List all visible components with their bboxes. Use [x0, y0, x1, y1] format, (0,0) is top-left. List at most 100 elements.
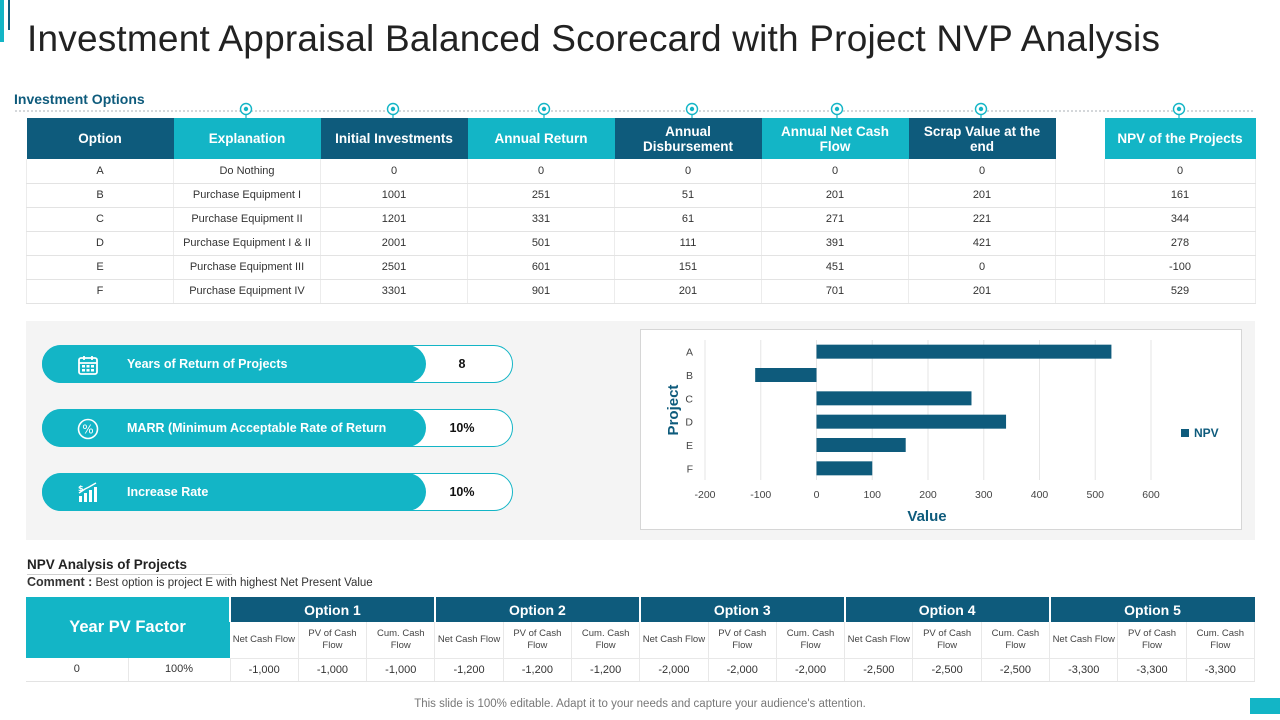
table-row: E Purchase Equipment III 2501 601 151 451 0 -10… [27, 255, 1256, 279]
npv-comment: Comment : Best option is project E with … [27, 575, 373, 589]
table-cell: 201 [762, 183, 909, 207]
section-label-investment-options: Investment Options [14, 91, 145, 107]
table-cell: 1001 [321, 183, 468, 207]
npv-cell: -2,500 [845, 658, 913, 681]
accent-bar [0, 0, 4, 42]
table-cell: 0 [909, 159, 1056, 183]
table-cell: C [27, 207, 174, 231]
table-cell: 601 [468, 255, 615, 279]
npv-cell: -1,200 [435, 658, 503, 681]
table-cell: 0 [321, 159, 468, 183]
x-tick-label: 100 [863, 489, 881, 501]
npv-subheader: PV of Cash Flow [913, 622, 981, 658]
kpi-label: MARR (Minimum Acceptable Rate of Return [127, 421, 386, 435]
kpi-value: 10% [427, 421, 497, 435]
table-cell: 251 [468, 183, 615, 207]
npv-cell: -2,000 [640, 658, 708, 681]
bar-e [817, 438, 906, 452]
corner-accent [1250, 698, 1280, 714]
options-column-header: Option [27, 118, 174, 159]
kpi-increase-rate: $ Increase Rate 10% [42, 473, 513, 511]
kpi-label: Increase Rate [127, 485, 208, 499]
table-cell: 331 [468, 207, 615, 231]
npv-subheader: PV of Cash Flow [708, 622, 776, 658]
options-column-header: Scrap Value at the end [909, 118, 1056, 159]
table-cell [1056, 207, 1105, 231]
npv-option-header: Option 5 [1050, 597, 1255, 622]
npv-subheader: Net Cash Flow [640, 622, 708, 658]
table-cell [1056, 183, 1105, 207]
table-cell: 901 [468, 279, 615, 303]
npv-cell: -1,200 [503, 658, 571, 681]
npv-option-header: Option 4 [845, 597, 1050, 622]
npv-option-header: Option 3 [640, 597, 845, 622]
y-tick-label: C [685, 393, 693, 405]
options-column-header: Explanation [174, 118, 321, 159]
npv-cell: -1,200 [572, 658, 640, 681]
y-tick-label: E [686, 440, 693, 452]
table-cell: Purchase Equipment IV [174, 279, 321, 303]
table-cell: 201 [615, 279, 762, 303]
y-tick-label: A [686, 347, 693, 359]
table-cell [1056, 159, 1105, 183]
options-column-header: Initial Investments [321, 118, 468, 159]
bar-b [755, 368, 816, 382]
x-tick-label: 200 [919, 489, 937, 501]
table-cell [1056, 255, 1105, 279]
page-title: Investment Appraisal Balanced Scorecard … [27, 18, 1160, 60]
table-cell: 201 [909, 183, 1056, 207]
table-cell: 201 [909, 279, 1056, 303]
options-column-header [1056, 118, 1105, 159]
table-cell: 271 [762, 207, 909, 231]
npv-subheader: PV of Cash Flow [298, 622, 366, 658]
table-cell: F [27, 279, 174, 303]
npv-cell: -1,000 [230, 658, 298, 681]
y-tick-label: D [685, 417, 693, 429]
table-cell: 0 [615, 159, 762, 183]
npv-option-header: Option 1 [230, 597, 435, 622]
npv-analysis-title: NPV Analysis of Projects [27, 557, 187, 572]
npv-analysis-table: Year PV Factor Option 1 Option 2 Option 3O… [26, 597, 1255, 682]
table-cell: 161 [1105, 183, 1256, 207]
x-tick-label: 0 [814, 489, 820, 501]
npv-option-header: Option 2 [435, 597, 640, 622]
table-cell: Purchase Equipment II [174, 207, 321, 231]
npv-subheader: Net Cash Flow [1050, 622, 1118, 658]
table-row: C Purchase Equipment II 1201 331 61 271 221 344 [27, 207, 1256, 231]
options-column-header: Annual Return [468, 118, 615, 159]
table-cell: 3301 [321, 279, 468, 303]
table-cell: 0 [468, 159, 615, 183]
table-cell: 391 [762, 231, 909, 255]
npv-cell: 0 [26, 658, 128, 681]
npv-cell: -2,500 [913, 658, 981, 681]
npv-bar-chart: -200 -100 0 100 200 300 400 500 600 A B C D E F Value Pr… [640, 329, 1242, 530]
table-row: D Purchase Equipment I & II 2001 501 111 391 4… [27, 231, 1256, 255]
table-cell: 451 [762, 255, 909, 279]
svg-text:%: % [82, 423, 93, 437]
bar-a [817, 345, 1112, 359]
x-tick-label: 300 [975, 489, 993, 501]
npv-subheader: Net Cash Flow [845, 622, 913, 658]
npv-subheader: Cum. Cash Flow [981, 622, 1049, 658]
npv-subheader: PV of Cash Flow [503, 622, 571, 658]
npv-subheader: Cum. Cash Flow [367, 622, 435, 658]
bar-c [817, 391, 972, 405]
y-tick-label: B [686, 370, 693, 382]
table-cell: 344 [1105, 207, 1256, 231]
npv-subheader: Net Cash Flow [230, 622, 298, 658]
npv-cell: -2,500 [981, 658, 1049, 681]
bar-d [817, 415, 1007, 429]
y-axis-title: Project [665, 385, 682, 436]
table-cell: 701 [762, 279, 909, 303]
x-tick-label: 400 [1031, 489, 1049, 501]
npv-subheader: Cum. Cash Flow [572, 622, 640, 658]
comment-label: Comment : [27, 575, 92, 589]
npv-subheader: Net Cash Flow [435, 622, 503, 658]
npv-cell: -2,000 [708, 658, 776, 681]
kpi-label: Years of Return of Projects [127, 357, 287, 371]
y-tick-label: F [687, 463, 693, 475]
npv-subheader: Cum. Cash Flow [776, 622, 844, 658]
growth-chart-icon: $ [77, 482, 99, 504]
npv-cell: -1,000 [298, 658, 366, 681]
